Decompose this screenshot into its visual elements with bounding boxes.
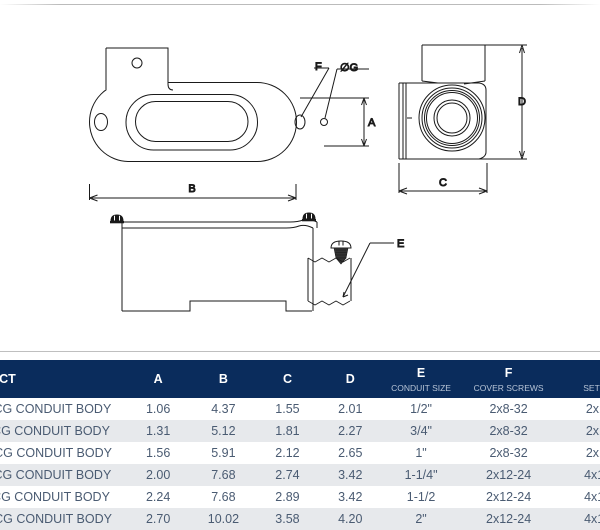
svg-text:A: A	[368, 117, 376, 129]
svg-text:B: B	[188, 183, 195, 195]
svg-text:∅G: ∅G	[340, 62, 358, 74]
svg-text:F: F	[315, 61, 322, 73]
svg-text:E: E	[397, 238, 404, 250]
svg-text:C: C	[439, 177, 447, 189]
svg-text:D: D	[518, 96, 526, 108]
